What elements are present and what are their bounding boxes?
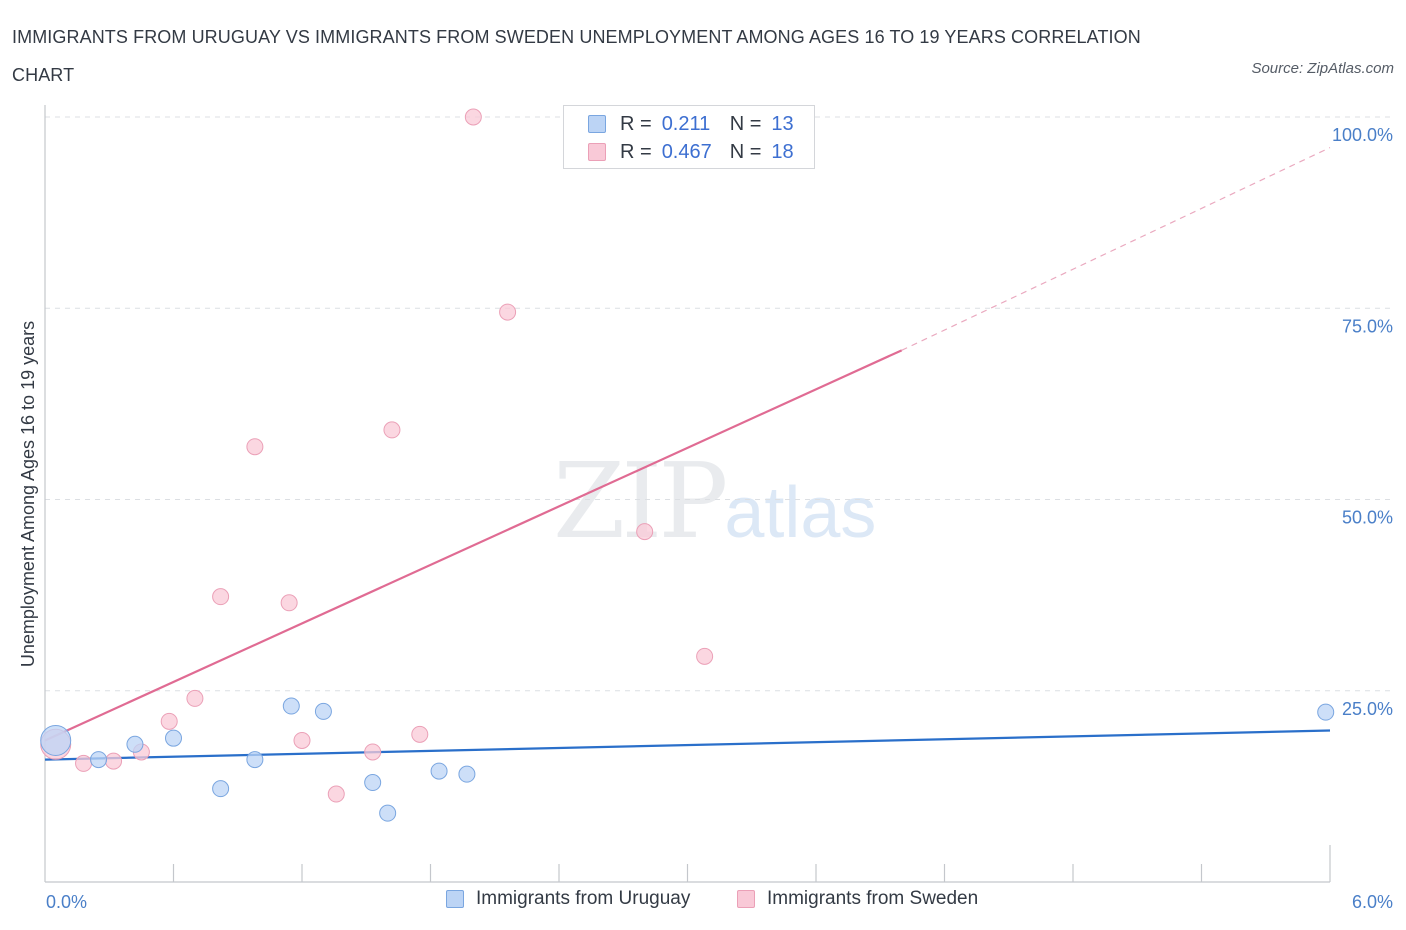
uruguay-swatch bbox=[588, 115, 606, 133]
sweden-point bbox=[160, 712, 178, 730]
n-value: 13 bbox=[771, 112, 794, 135]
sweden-point bbox=[105, 752, 123, 770]
y-tick-label: 25.0% bbox=[1342, 699, 1393, 719]
uruguay-point bbox=[126, 735, 144, 753]
sweden-point bbox=[327, 785, 345, 803]
r-label: R = bbox=[620, 140, 652, 163]
r-label: R = bbox=[620, 112, 652, 135]
sweden-point bbox=[186, 689, 204, 707]
watermark-atlas: atlas bbox=[724, 473, 877, 553]
axes bbox=[44, 105, 1331, 883]
sweden-point bbox=[499, 303, 517, 321]
trend-lines bbox=[44, 147, 1331, 761]
sweden-point bbox=[364, 743, 382, 761]
sweden-point bbox=[696, 647, 714, 665]
uruguay-point bbox=[40, 724, 72, 756]
legend-label-uruguay: Immigrants from Uruguay bbox=[476, 888, 691, 909]
uruguay-point bbox=[430, 762, 448, 780]
uruguay-point bbox=[1317, 703, 1335, 721]
uruguay-legend-swatch bbox=[446, 890, 464, 908]
series-legend: Immigrants from Uruguay Immigrants from … bbox=[0, 888, 1406, 916]
sweden-point bbox=[636, 523, 654, 541]
watermark: ZIPatlas bbox=[553, 440, 876, 562]
sweden-point bbox=[75, 754, 93, 772]
legend-item-uruguay[interactable]: Immigrants from Uruguay bbox=[446, 888, 690, 910]
gridlines bbox=[45, 116, 1395, 692]
x-tick-label: 0.0% bbox=[46, 892, 87, 912]
sweden-trend-extension bbox=[901, 147, 1331, 351]
n-label: N = bbox=[729, 112, 762, 135]
sweden-point bbox=[280, 594, 298, 612]
uruguay-point bbox=[379, 804, 397, 822]
uruguay-point bbox=[314, 702, 332, 720]
watermark-zip: ZIP bbox=[553, 440, 728, 562]
sweden-point bbox=[293, 731, 311, 749]
sweden-point bbox=[464, 108, 482, 126]
n-value: 18 bbox=[771, 140, 794, 163]
uruguay-point bbox=[458, 765, 476, 783]
r-value: 0.467 bbox=[661, 140, 712, 163]
sweden-swatch bbox=[588, 143, 606, 161]
y-tick-label: 100.0% bbox=[1332, 125, 1393, 145]
x-tick-label: 6.0% bbox=[1352, 892, 1393, 912]
sweden-point bbox=[383, 421, 401, 439]
stats-row-uruguay: R = 0.211 N = 13 bbox=[588, 110, 794, 138]
n-label: N = bbox=[729, 140, 762, 163]
sweden-point bbox=[212, 588, 230, 606]
legend-item-sweden[interactable]: Immigrants from Sweden bbox=[737, 888, 978, 910]
stats-legend: R = 0.211 N = 13 R = 0.467 N = 18 bbox=[563, 105, 815, 169]
uruguay-point bbox=[364, 774, 382, 792]
sweden-point bbox=[411, 725, 429, 743]
uruguay-point bbox=[282, 697, 300, 715]
y-axis-label: Unemployment Among Ages 16 to 19 years bbox=[18, 321, 38, 667]
sweden-legend-swatch bbox=[737, 890, 755, 908]
uruguay-point bbox=[90, 751, 108, 769]
uruguay-point bbox=[165, 729, 182, 747]
legend-label-sweden: Immigrants from Sweden bbox=[767, 888, 979, 909]
uruguay-point bbox=[246, 751, 264, 769]
stats-row-sweden: R = 0.467 N = 18 bbox=[588, 138, 794, 166]
uruguay-point bbox=[212, 780, 230, 798]
source-label: Source: ZipAtlas.com bbox=[1251, 60, 1394, 77]
y-tick-label: 75.0% bbox=[1342, 316, 1393, 336]
chart-title: IMMIGRANTS FROM URUGUAY VS IMMIGRANTS FR… bbox=[12, 27, 1141, 85]
sweden-point bbox=[246, 438, 264, 456]
data-points bbox=[40, 108, 1335, 822]
uruguay-trend-line bbox=[44, 729, 1331, 761]
y-tick-label: 50.0% bbox=[1342, 508, 1393, 528]
r-value: 0.211 bbox=[661, 112, 711, 135]
sweden-trend-line bbox=[44, 349, 903, 742]
tick-labels: 25.0% 50.0% 75.0% 100.0% 0.0% 6.0% bbox=[46, 125, 1393, 912]
